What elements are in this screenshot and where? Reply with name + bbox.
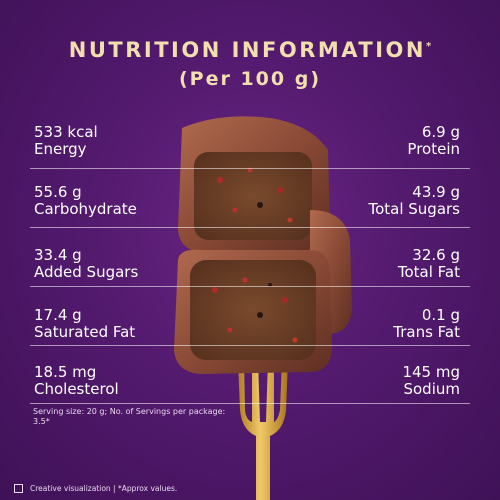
row-divider [30, 227, 470, 228]
title-text: NUTRITION INFORMATION [68, 38, 426, 62]
nutrient-label: Added Sugars [34, 263, 139, 281]
title-asterisk: * [425, 41, 432, 52]
row-divider [30, 168, 470, 169]
row-divider [30, 345, 470, 346]
nutrient-value: 0.1 g [421, 306, 460, 324]
disclaimer-box-icon [14, 484, 23, 493]
nutrient-total-fat: 32.6 g Total Fat [398, 247, 460, 281]
nutrient-value: 33.4 g [34, 246, 82, 264]
nutrient-label: Saturated Fat [34, 323, 136, 341]
nutrient-label: Protein [407, 140, 460, 158]
nutrient-value: 32.6 g [412, 246, 460, 264]
nutrient-sodium: 145 mg Sodium [402, 364, 460, 398]
row-divider [30, 403, 470, 404]
row-divider [30, 286, 470, 287]
chocolate-top-piece [178, 116, 330, 252]
nutrient-added-sugars: 33.4 g Added Sugars [34, 247, 138, 281]
disclaimer-text: Creative visualization | *Approx values. [30, 484, 178, 493]
nutrient-value: 55.6 g [34, 183, 82, 201]
nutrient-label: Cholesterol [34, 380, 119, 398]
page-subtitle: (Per 100 g) [178, 68, 322, 90]
nutrient-value: 533 kcal [34, 123, 98, 141]
nutrient-value: 145 mg [402, 363, 460, 381]
nutrient-value: 18.5 mg [34, 363, 97, 381]
nutrient-value: 6.9 g [421, 123, 460, 141]
nutrient-label: Total Sugars [368, 200, 460, 218]
nutrient-energy: 533 kcal Energy [34, 124, 98, 158]
nutrient-value: 17.4 g [34, 306, 82, 324]
serving-footnote: Serving size: 20 g; No. of Servings per … [33, 407, 226, 426]
nutrient-total-sugars: 43.9 g Total Sugars [368, 184, 460, 218]
nutrient-protein: 6.9 g Protein [407, 124, 460, 158]
nutrient-value: 43.9 g [412, 183, 460, 201]
nutrient-label: Trans Fat [393, 323, 460, 341]
nutrient-label: Total Fat [397, 263, 460, 281]
page-title: NUTRITION INFORMATION* [0, 38, 500, 62]
nutrient-label: Sodium [403, 380, 460, 398]
chocolate-bar-image [174, 116, 352, 500]
nutrient-trans-fat: 0.1 g Trans Fat [393, 307, 460, 341]
chocolate-bottom-piece [174, 249, 332, 374]
fork-icon [238, 360, 288, 500]
nutrient-saturated-fat: 17.4 g Saturated Fat [34, 307, 135, 341]
nutrient-cholesterol: 18.5 mg Cholesterol [34, 364, 119, 398]
nutrient-carbohydrate: 55.6 g Carbohydrate [34, 184, 137, 218]
nutrient-label: Energy [34, 140, 87, 158]
nutrient-label: Carbohydrate [34, 200, 137, 218]
